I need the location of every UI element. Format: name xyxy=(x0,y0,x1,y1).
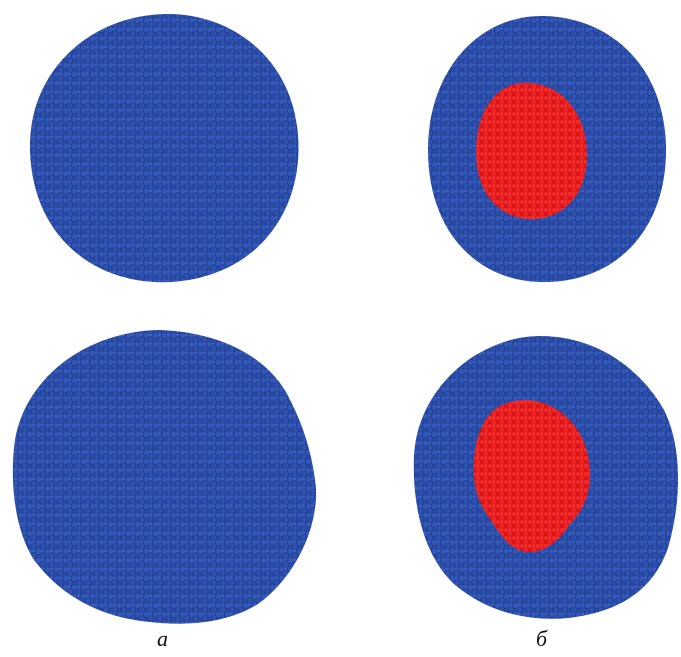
red-core xyxy=(476,82,588,220)
blue-cluster xyxy=(12,330,317,624)
panel-label-a: a xyxy=(157,626,168,651)
panel-bottom-left xyxy=(12,330,317,624)
red-core xyxy=(473,400,590,552)
blue-cluster xyxy=(29,14,299,283)
panel-top-left xyxy=(29,14,299,283)
panel-top-right xyxy=(428,15,667,283)
panel-bottom-right xyxy=(413,336,679,619)
panel-label-b: б xyxy=(536,626,548,651)
